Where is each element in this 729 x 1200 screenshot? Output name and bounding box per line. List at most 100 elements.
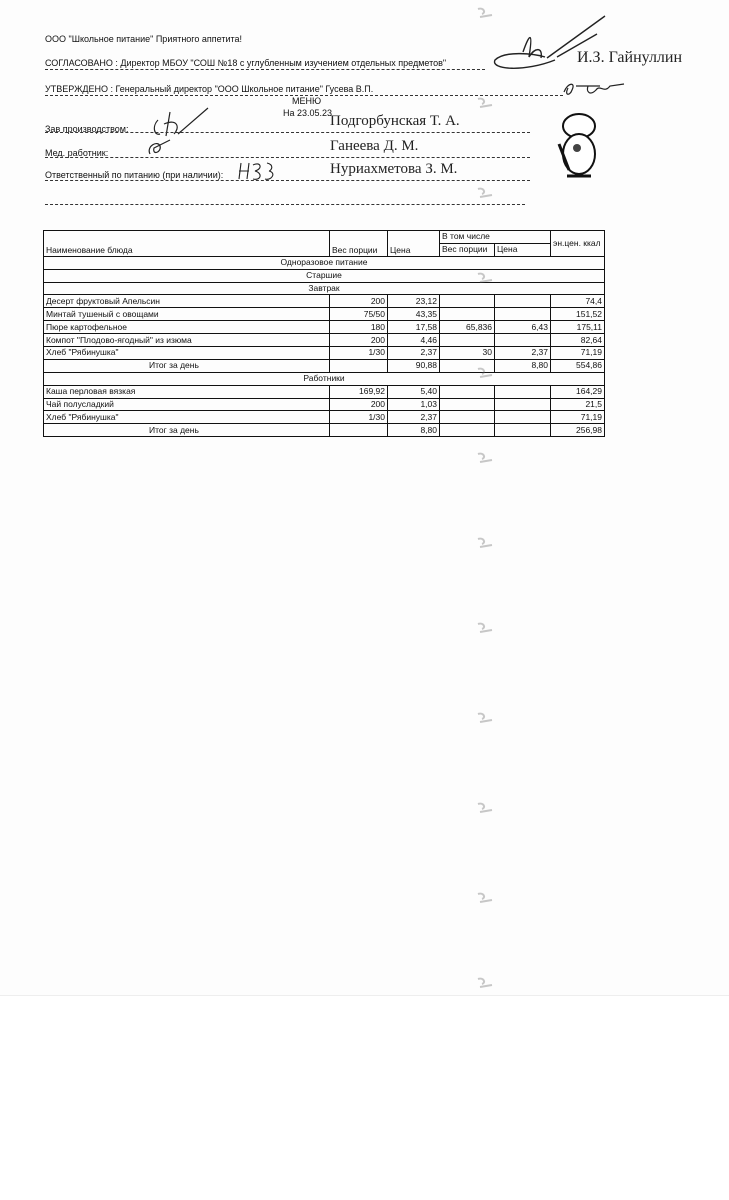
cell-price: 5,40 <box>387 384 440 399</box>
cell-weight: 169,92 <box>329 384 388 399</box>
cell-sub-price <box>494 294 551 309</box>
role-label: Зав производством: <box>45 124 129 134</box>
general-director-signature <box>563 83 625 95</box>
cell-name: Минтай тушеный с овощами <box>43 307 330 322</box>
watermark-icon <box>477 97 493 108</box>
workers-rows: Каша перловая вязкая 169,92 5,40 164,29 Чай … <box>43 384 605 425</box>
total-row: Итог за день 90,88 8,80 554,86 <box>43 358 605 373</box>
total-kcal: 554,86 <box>550 358 605 373</box>
cell-name: Каша перловая вязкая <box>43 384 330 399</box>
responsible-signature <box>238 162 274 180</box>
cell-weight: 1/30 <box>329 410 388 425</box>
cell-price: 2,37 <box>387 410 440 425</box>
col-name-header: Наименование блюда <box>43 230 330 257</box>
cell-name: Хлеб "Рябинушка" <box>43 346 330 360</box>
table-row: Хлеб "Рябинушка" 1/30 2,37 30 2,37 71,19 <box>43 346 605 360</box>
cell-kcal: 74,4 <box>550 294 605 309</box>
role-label: Ответственный по питанию (при наличии): <box>45 170 224 180</box>
agreed-name: И.З. Гайнуллин <box>577 49 683 66</box>
watermark-icon <box>477 537 493 548</box>
cell-sub-price <box>494 410 551 425</box>
medic-signature <box>148 139 171 155</box>
cell-sub-price: 6,43 <box>494 320 551 335</box>
dotted-line <box>45 180 530 181</box>
cell-weight: 1/30 <box>329 346 388 360</box>
cell-sub-price <box>494 397 551 412</box>
total-price: 8,80 <box>387 423 440 438</box>
menu-table: Наименование блюда Вес порции Цена В том… <box>43 230 605 438</box>
total-label: Итог за день <box>43 358 330 373</box>
cell-weight: 200 <box>329 397 388 412</box>
col-sub-price-header: Цена <box>494 242 551 257</box>
cell-kcal: 82,64 <box>550 333 605 348</box>
col-price-header: Цена <box>387 230 440 257</box>
cell-sub-weight: 30 <box>439 346 495 360</box>
total-sub-price: 8,80 <box>494 358 551 373</box>
cell-price: 17,58 <box>387 320 440 335</box>
table-row: Чай полусладкий 200 1,03 21,5 <box>43 397 605 412</box>
header-row: Наименование блюда Вес порции Цена В том… <box>43 230 605 257</box>
watermark-icon <box>477 7 493 18</box>
watermark-icon <box>477 187 493 198</box>
watermark-icon <box>477 802 493 813</box>
workers-row: Работники <box>43 371 605 386</box>
cell-kcal: 71,19 <box>550 346 605 360</box>
table-row: Минтай тушеный с овощами 75/50 43,35 151,52 <box>43 307 605 322</box>
watermark-icon <box>477 892 493 903</box>
col-kcal-header: эн.цен. ккал <box>550 230 605 257</box>
col-weight-header: Вес порции <box>329 230 388 257</box>
dotted-line <box>45 69 485 70</box>
role-label: Мед. работник: <box>45 148 109 158</box>
watermark-icon <box>477 367 493 378</box>
cell-weight: 200 <box>329 294 388 309</box>
total-row: Итог за день 8,80 256,98 <box>43 423 605 438</box>
dotted-line <box>45 157 530 158</box>
cell-sub-weight <box>439 410 495 425</box>
meal-row: Завтрак <box>43 281 605 296</box>
total-price: 90,88 <box>387 358 440 373</box>
cell-sub-price <box>494 307 551 322</box>
total-weight <box>329 358 388 373</box>
cell-sub-price <box>494 384 551 399</box>
table-row: Хлеб "Рябинушка" 1/30 2,37 71,19 <box>43 410 605 425</box>
director-signature <box>494 15 606 69</box>
table-row: Пюре картофельное 180 17,58 65,836 6,43 175,1… <box>43 320 605 335</box>
cell-weight: 75/50 <box>329 307 388 322</box>
section-row: Одноразовое питание <box>43 255 605 270</box>
watermark-icon <box>477 977 493 988</box>
cell-price: 23,12 <box>387 294 440 309</box>
role-name: Ганеева Д. М. <box>330 138 419 154</box>
dotted-line <box>45 204 525 205</box>
table-row: Каша перловая вязкая 169,92 5,40 164,29 <box>43 384 605 399</box>
cell-price: 43,35 <box>387 307 440 322</box>
approved-line: УТВЕРЖДЕНО : Генеральный директор "ООО Ш… <box>45 84 374 94</box>
cell-name: Чай полусладкий <box>43 397 330 412</box>
cell-name: Десерт фруктовый Апельсин <box>43 294 330 309</box>
total-sub-weight <box>439 423 495 438</box>
cell-sub-price: 2,37 <box>494 346 551 360</box>
total-weight <box>329 423 388 438</box>
chef-logo <box>557 113 596 178</box>
scan-area <box>0 995 729 996</box>
cell-sub-weight <box>439 397 495 412</box>
cell-sub-weight: 65,836 <box>439 320 495 335</box>
dotted-line <box>45 132 530 133</box>
agreed-line: СОГЛАСОВАНО : Директор МБОУ "СОШ №18 с у… <box>45 58 447 68</box>
cell-kcal: 175,11 <box>550 320 605 335</box>
group-row: Старшие <box>43 268 605 283</box>
table-row: Десерт фруктовый Апельсин 200 23,12 74,4 <box>43 294 605 309</box>
company-line: ООО "Школьное питание" Приятного аппетит… <box>45 34 243 44</box>
watermark-icon <box>477 272 493 283</box>
cell-price: 4,46 <box>387 333 440 348</box>
breakfast-rows: Десерт фруктовый Апельсин 200 23,12 74,4 Мин… <box>43 294 605 360</box>
total-kcal: 256,98 <box>550 423 605 438</box>
col-sub-weight-header: Вес порции <box>439 242 495 257</box>
cell-name: Хлеб "Рябинушка" <box>43 410 330 425</box>
cell-name: Пюре картофельное <box>43 320 330 335</box>
cell-sub-weight <box>439 384 495 399</box>
production-signature <box>153 107 209 137</box>
menu-date: На 23.05.23 <box>283 108 333 118</box>
cell-kcal: 151,52 <box>550 307 605 322</box>
menu-title: МЕНЮ <box>292 96 322 106</box>
cell-kcal: 164,29 <box>550 384 605 399</box>
